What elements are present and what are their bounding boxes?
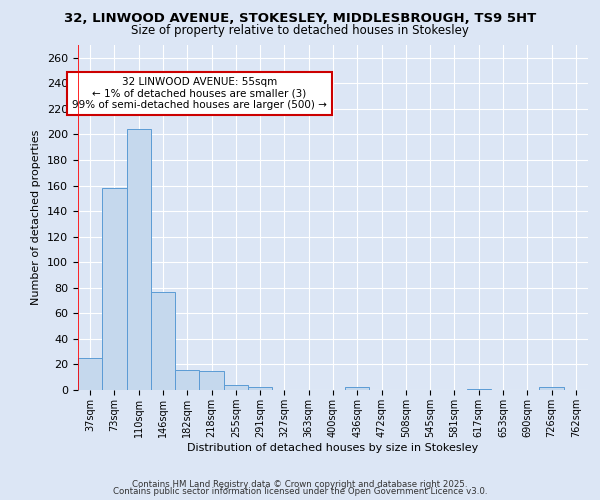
Text: 32 LINWOOD AVENUE: 55sqm
← 1% of detached houses are smaller (3)
99% of semi-det: 32 LINWOOD AVENUE: 55sqm ← 1% of detache… xyxy=(72,77,327,110)
Bar xyxy=(345,388,370,390)
Bar xyxy=(127,130,151,390)
Bar xyxy=(199,371,224,390)
Bar xyxy=(102,188,127,390)
X-axis label: Distribution of detached houses by size in Stokesley: Distribution of detached houses by size … xyxy=(187,442,479,452)
Text: Size of property relative to detached houses in Stokesley: Size of property relative to detached ho… xyxy=(131,24,469,37)
Bar xyxy=(175,370,199,390)
Bar xyxy=(248,388,272,390)
Bar xyxy=(467,388,491,390)
Bar xyxy=(151,292,175,390)
Y-axis label: Number of detached properties: Number of detached properties xyxy=(31,130,41,305)
Text: 32, LINWOOD AVENUE, STOKESLEY, MIDDLESBROUGH, TS9 5HT: 32, LINWOOD AVENUE, STOKESLEY, MIDDLESBR… xyxy=(64,12,536,26)
Bar xyxy=(78,358,102,390)
Bar xyxy=(224,385,248,390)
Text: Contains public sector information licensed under the Open Government Licence v3: Contains public sector information licen… xyxy=(113,488,487,496)
Bar xyxy=(539,388,564,390)
Text: Contains HM Land Registry data © Crown copyright and database right 2025.: Contains HM Land Registry data © Crown c… xyxy=(132,480,468,489)
